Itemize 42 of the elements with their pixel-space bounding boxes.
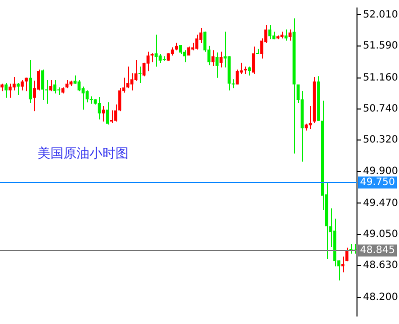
candlestick	[126, 66, 130, 89]
candlestick	[98, 96, 101, 120]
candlestick	[268, 24, 272, 40]
candlestick	[20, 79, 24, 91]
candlestick	[49, 79, 52, 92]
candlestick	[252, 46, 256, 75]
y-tick-label: 48.200	[363, 292, 398, 304]
ref-line-label: 49.750	[360, 177, 395, 188]
candlestick	[4, 82, 8, 98]
candlestick	[16, 82, 20, 96]
candlestick	[195, 34, 198, 50]
candlestick	[8, 83, 12, 98]
candlestick	[236, 69, 239, 85]
candlestick	[78, 79, 81, 92]
y-tick-label: 51.590	[363, 40, 398, 52]
candlestick	[216, 52, 219, 78]
y-tick-label: 50.740	[363, 104, 398, 115]
ref-line-label: 48.845	[360, 245, 395, 256]
candlestick	[110, 110, 114, 124]
text: 美国原油小时图	[37, 146, 128, 162]
candlestick	[154, 34, 158, 68]
candlestick	[288, 29, 292, 42]
candlestick	[220, 51, 223, 68]
candlestick	[102, 105, 105, 122]
candlestick	[41, 69, 44, 101]
y-tick-label: 52.010	[363, 9, 398, 20]
candlestick	[53, 79, 56, 94]
y-tick-label: 48.630	[363, 260, 398, 272]
y-tick-label: 49.470	[363, 198, 398, 209]
candlestick	[284, 29, 288, 42]
y-tick-label: 50.320	[363, 134, 398, 146]
candlestick	[24, 77, 28, 92]
candlestick	[211, 50, 215, 66]
y-tick-label: 49.900	[363, 166, 398, 177]
candlestick	[308, 105, 312, 130]
candlestick	[138, 66, 142, 84]
candlestick	[349, 244, 352, 254]
candlestick	[28, 59, 32, 104]
y-tick-label: 51.160	[363, 72, 398, 84]
candlestick	[106, 102, 110, 126]
candlestick	[146, 51, 150, 72]
y-tick-label: 49.050	[363, 228, 398, 240]
